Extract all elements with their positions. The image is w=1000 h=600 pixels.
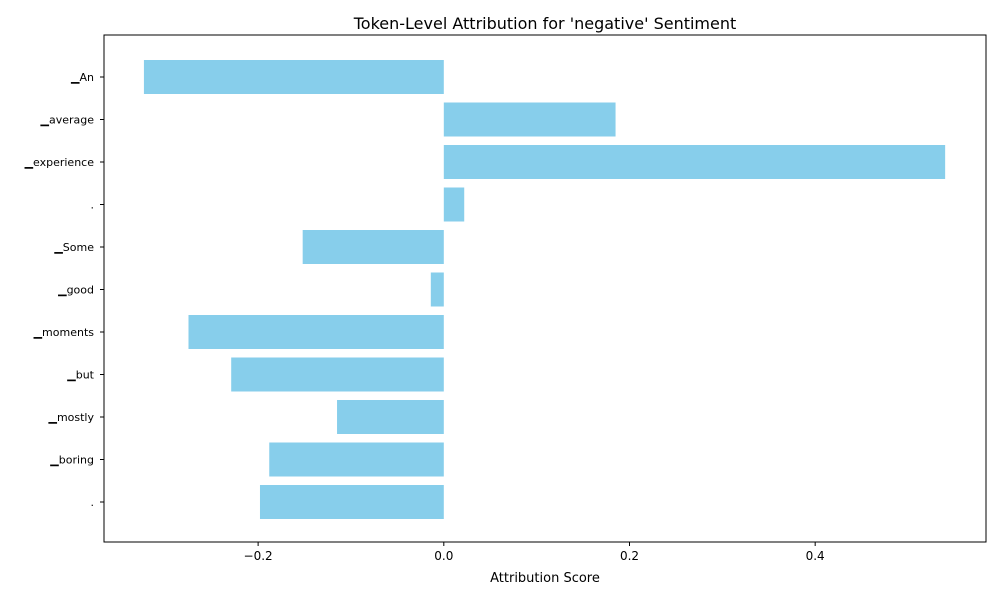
y-tick-label-9: ▁boring [49, 454, 94, 467]
bar-2 [443, 145, 946, 179]
bar-7 [231, 357, 444, 392]
bar-10 [259, 485, 444, 519]
y-tick-label-0: ▁An [70, 71, 94, 84]
y-tick-label-7: ▁but [66, 369, 94, 382]
bar-9 [269, 442, 444, 477]
bars-layer [143, 60, 946, 519]
x-axis: −0.2 0.0 0.2 0.4 [244, 542, 825, 563]
y-tick-label-5: ▁good [57, 284, 94, 297]
y-tick-label-4: ▁Some [53, 241, 94, 254]
bar-1 [443, 102, 616, 137]
x-axis-label: Attribution Score [490, 571, 600, 586]
y-tick-label-1: ▁average [40, 114, 95, 127]
y-tick-label-8: ▁mostly [47, 411, 94, 424]
bar-0 [143, 60, 444, 94]
bar-6 [188, 315, 444, 349]
y-tick-label-10: . [91, 496, 95, 509]
y-tick-label-3: . [91, 199, 95, 212]
y-tick-label-6: ▁moments [33, 326, 95, 339]
x-tick-label-3: 0.4 [806, 549, 825, 563]
bar-5 [430, 272, 444, 307]
x-tick-label-1: 0.0 [434, 549, 453, 563]
bar-8 [337, 400, 444, 434]
x-tick-label-2: 0.2 [620, 549, 639, 563]
plot-frame [103, 34, 987, 543]
bar-4 [302, 230, 444, 264]
y-axis: ▁An ▁average ▁experience. ▁Some ▁good ▁moment… [24, 71, 104, 509]
bar-3 [443, 187, 465, 222]
x-tick-label-0: −0.2 [244, 549, 273, 563]
chart-title: Token-Level Attribution for 'negative' S… [353, 14, 737, 33]
y-tick-label-2: ▁experience [24, 156, 95, 169]
